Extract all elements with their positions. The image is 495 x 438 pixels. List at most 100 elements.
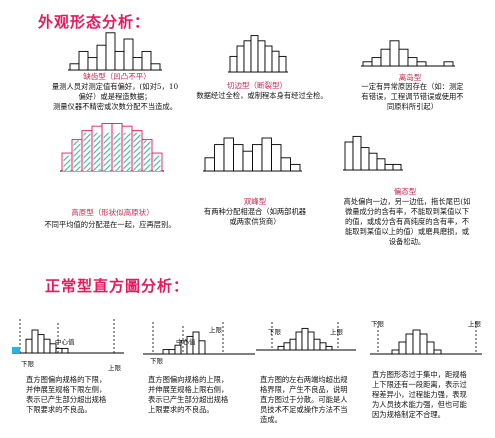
bar (360, 147, 370, 171)
out-of-spec-fill (12, 347, 20, 353)
bar (371, 57, 382, 67)
desc-line: 数据经过全检，或制程本身有经过全检。 (196, 91, 328, 100)
desc-line: 直方图形态过于集中，距规格 (372, 370, 467, 379)
bar (261, 137, 272, 172)
desc-line: 直方图偏向规格的下限， (26, 375, 107, 384)
desc-line: 的值，或成分含有高纯度的含有率，不 (344, 217, 470, 226)
desc-line: 直方图的左右两端均超出规 (260, 375, 348, 384)
bar (392, 163, 402, 171)
label-lower-3: 下限 (268, 328, 281, 336)
bar (242, 150, 253, 172)
bar (278, 55, 287, 73)
bar (389, 40, 400, 67)
bar (55, 347, 63, 354)
pattern-desc-skewed: 高处偏向一边，另一边低，拖长尾巴(如 微量成分的含有率，不能取到某值以下 的值，… (328, 197, 486, 247)
bar (252, 144, 263, 172)
label-upper-1: 上限 (108, 364, 121, 372)
case-desc-too-wide: 直方图的左右两端均超出规 格界限，产生不良品，说明 直方图过于分散。可能是人 员… (260, 375, 372, 425)
bar (143, 140, 151, 171)
desc-line: 为人员技术能力强，但也可能 (372, 400, 467, 409)
case-desc-shift-upper: 直方图偏向规格的上限， 并伸展至规格上限右侧， 表示已产生部分超出规格 上限要求… (148, 375, 260, 415)
diagram-too-narrow (370, 322, 482, 355)
bar (43, 338, 51, 354)
bar (123, 132, 131, 171)
chart-double-peak (203, 137, 302, 172)
label-lower-2: 下限 (150, 357, 163, 365)
desc-line: 测量仪器不精密或次数分配不当造成。 (52, 102, 178, 111)
bar (407, 57, 418, 67)
desc-line: 上下限还有一段距离，表示过 (372, 380, 467, 389)
bar (376, 158, 386, 171)
desc-line: 下限要求的不良品。 (26, 405, 92, 414)
desc-line: 表示已产生部分超出规格 (26, 395, 107, 404)
chart-saw-tooth (68, 32, 162, 71)
bar (352, 135, 362, 171)
chart-isolated-island (361, 40, 455, 67)
pattern-title-cut-edge: 切边型（断裂型） (227, 81, 287, 90)
bar (443, 61, 454, 67)
desc-line: 表示已产生部分超出规格 (148, 395, 229, 404)
bar (96, 44, 107, 71)
bar (37, 334, 45, 354)
bar (78, 50, 89, 71)
bar (229, 55, 238, 73)
label-lower-4: 下限 (371, 320, 384, 328)
bar (433, 349, 442, 355)
bar (168, 349, 176, 355)
desc-line: 程差异小，过程能力强，表现 (372, 390, 467, 399)
bar (412, 329, 421, 355)
pattern-title-plateau: 高原型（形状似高原状） (71, 208, 154, 217)
label-center-1: 中心值 (55, 338, 75, 346)
bar (63, 155, 71, 171)
desc-line: 高处偏向一边，另一边低，拖长尾巴(如 (343, 197, 471, 206)
bar (325, 345, 333, 351)
label-upper-3: 上限 (330, 328, 343, 336)
label-upper-4: 上限 (468, 320, 481, 328)
bar (162, 349, 170, 355)
desc-line: 上限要求的不良品。 (148, 405, 214, 414)
bar (391, 349, 400, 355)
bar (113, 132, 121, 171)
bar (153, 155, 161, 171)
desc-line: 直方图过于分散。可能是人 (260, 395, 348, 404)
bar (204, 157, 215, 172)
bar (83, 132, 91, 171)
case-desc-shift-lower: 直方图偏向规格的下限， 并伸展至规格下限左侧， 表示已产生部分超出规格 下限要求… (26, 375, 138, 415)
bar (25, 338, 33, 354)
pattern-desc-plateau: 不同平均值的分配混在一起，应再层别。 (25, 220, 195, 230)
bar (250, 35, 259, 73)
bar (236, 45, 245, 73)
diagram-too-wide (256, 322, 356, 351)
pattern-title-skewed: 偏态型 (393, 187, 417, 196)
bar (103, 132, 111, 171)
bar (319, 342, 327, 351)
diagram-shift-lower (12, 319, 124, 354)
desc-line: 造成。 (260, 415, 282, 424)
bar (368, 152, 378, 171)
bar (289, 338, 297, 351)
bar (301, 327, 309, 351)
bar (271, 144, 282, 172)
section2-title: 正常型直方圖分析： (45, 277, 190, 295)
bar (362, 61, 373, 67)
label-center-2: 中心值 (176, 338, 196, 346)
desc-line: 因为规格制定不合理。 (372, 410, 445, 419)
chart-skewed (343, 135, 403, 171)
bar (87, 57, 98, 71)
bar (93, 132, 101, 171)
bar (73, 140, 81, 171)
pattern-desc-double-peak: 有两种分配相混合（如两部机器 或两家供货商） (190, 207, 320, 227)
label-lower-1: 下限 (21, 360, 34, 368)
label-upper-2: 上限 (209, 326, 222, 334)
desc-line: 能取到某值以上的值）或磨具磨损，或 (344, 227, 470, 236)
bar (283, 342, 291, 351)
bar (398, 48, 409, 67)
bar (214, 144, 225, 172)
desc-line: 并伸展至规格下限左侧， (26, 385, 107, 394)
desc-line: 并伸展至规格上限右侧， (148, 385, 229, 394)
pattern-desc-cut-edge: 数据经过全检，或制程本身有经过全检。 (192, 91, 332, 101)
bar (426, 341, 435, 355)
bar (105, 32, 116, 71)
pattern-title-isolated-island: 离岛型 (398, 73, 422, 82)
